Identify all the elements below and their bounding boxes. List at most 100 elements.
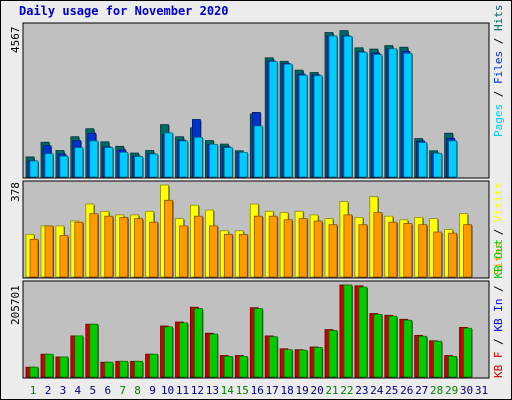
day-label: 8 xyxy=(134,384,141,397)
sites-bar xyxy=(104,215,114,278)
sites-bar xyxy=(164,199,173,278)
day-label: 25 xyxy=(385,384,398,397)
pages-bar xyxy=(418,142,428,178)
kbout-bar xyxy=(463,327,472,378)
day-label: 4 xyxy=(74,384,81,397)
kbytes-bars xyxy=(25,284,473,378)
day-label: 20 xyxy=(310,384,323,397)
kbout-bar xyxy=(193,308,203,378)
legend-hits: Hits xyxy=(492,5,505,32)
kbout-bar xyxy=(268,336,278,378)
visits-bars xyxy=(25,184,473,278)
kbout-bar xyxy=(134,360,144,378)
pages-bar xyxy=(373,54,383,178)
pages-bar xyxy=(89,140,99,178)
legend-sep: / xyxy=(492,279,505,299)
day-label: 5 xyxy=(89,384,96,397)
kbout-bar xyxy=(89,323,99,378)
day-label: 21 xyxy=(325,384,338,397)
pages-bar xyxy=(208,143,218,178)
sites-bar xyxy=(298,218,308,278)
kbout-bar xyxy=(208,333,218,378)
hits-bars xyxy=(25,30,458,178)
sites-bar xyxy=(89,213,99,278)
kbout-bar xyxy=(119,360,129,378)
pages-bar xyxy=(44,153,54,178)
kbout-bar xyxy=(328,330,338,378)
day-label: 27 xyxy=(415,384,428,397)
day-label: 11 xyxy=(176,384,189,397)
day-label: 2 xyxy=(45,384,52,397)
sites-bar xyxy=(223,233,233,278)
day-label: 30 xyxy=(460,384,473,397)
day-label: 6 xyxy=(104,384,111,397)
kbout-bar xyxy=(59,356,69,378)
legend-kbin: KB In xyxy=(492,299,505,332)
kbout-bar xyxy=(298,349,308,378)
day-label: 26 xyxy=(400,384,413,397)
kbout-bar xyxy=(253,308,263,378)
pages-bar xyxy=(193,136,203,178)
kbout-bar xyxy=(343,284,353,378)
visits-max-label: 378 xyxy=(9,182,22,202)
kbout-bar xyxy=(433,340,443,378)
day-label: 18 xyxy=(280,384,293,397)
pages-bar xyxy=(403,52,413,178)
graph-title: Daily usage for November 2020 xyxy=(19,4,229,18)
sites-bar xyxy=(448,232,458,278)
pages-bar xyxy=(328,35,338,178)
kbout-bar xyxy=(313,347,323,378)
sites-bar xyxy=(179,225,188,278)
pages-bar xyxy=(59,155,69,178)
legend-files: Files xyxy=(492,51,505,84)
day-label: 29 xyxy=(445,384,458,397)
sites-bar xyxy=(119,216,129,278)
kbout-bar xyxy=(74,335,84,378)
kbout-bar xyxy=(104,361,114,378)
day-label: 13 xyxy=(206,384,219,397)
day-label: 31 xyxy=(475,384,488,397)
day-label: 15 xyxy=(236,384,249,397)
x-axis-day-labels: 1 2 3 4 5 6 7 8 9 10 11 12 13 14 15 16 17 18 19 20 21 22 23 24 2… xyxy=(30,384,488,397)
pages-bar xyxy=(388,48,398,178)
sites-bar xyxy=(373,212,383,278)
day-label: 1 xyxy=(30,384,37,397)
day-label: 17 xyxy=(266,384,279,397)
day-label: 7 xyxy=(119,384,126,397)
pages-bar xyxy=(164,132,173,178)
hits-legend: Pages / Files / Hits xyxy=(492,5,505,138)
sites-bar xyxy=(388,221,398,278)
sites-bar xyxy=(283,219,293,278)
legend-sep: / xyxy=(492,332,505,352)
legend-pages: Pages xyxy=(492,104,505,137)
kbout-bar xyxy=(373,313,383,378)
legend-sep: / xyxy=(492,84,505,104)
sites-bar xyxy=(253,215,263,278)
sites-bar xyxy=(343,214,353,278)
kbout-bar xyxy=(29,366,39,378)
pages-bar xyxy=(149,153,159,178)
kbout-bar xyxy=(403,319,413,378)
pages-bar xyxy=(253,125,263,178)
pages-bar xyxy=(283,63,293,178)
pages-bar xyxy=(104,147,114,178)
pages-bar xyxy=(298,74,308,178)
kbout-bar xyxy=(388,315,398,378)
legend-kbout: KB Out xyxy=(492,239,505,279)
day-label: 24 xyxy=(370,384,384,397)
kbout-bar xyxy=(283,349,293,378)
sites-bar xyxy=(149,221,159,278)
sites-bar xyxy=(268,215,278,278)
day-label: 16 xyxy=(251,384,264,397)
pages-bar xyxy=(433,152,443,178)
day-label: 23 xyxy=(355,384,368,397)
sites-bar xyxy=(238,233,248,278)
hits-max-label: 4567 xyxy=(9,27,22,54)
pages-bar xyxy=(238,151,248,178)
pages-bar xyxy=(343,35,353,178)
visits-legend: Sites / Visits xyxy=(492,182,505,275)
pages-bar xyxy=(313,75,323,178)
sites-bar xyxy=(134,218,144,278)
